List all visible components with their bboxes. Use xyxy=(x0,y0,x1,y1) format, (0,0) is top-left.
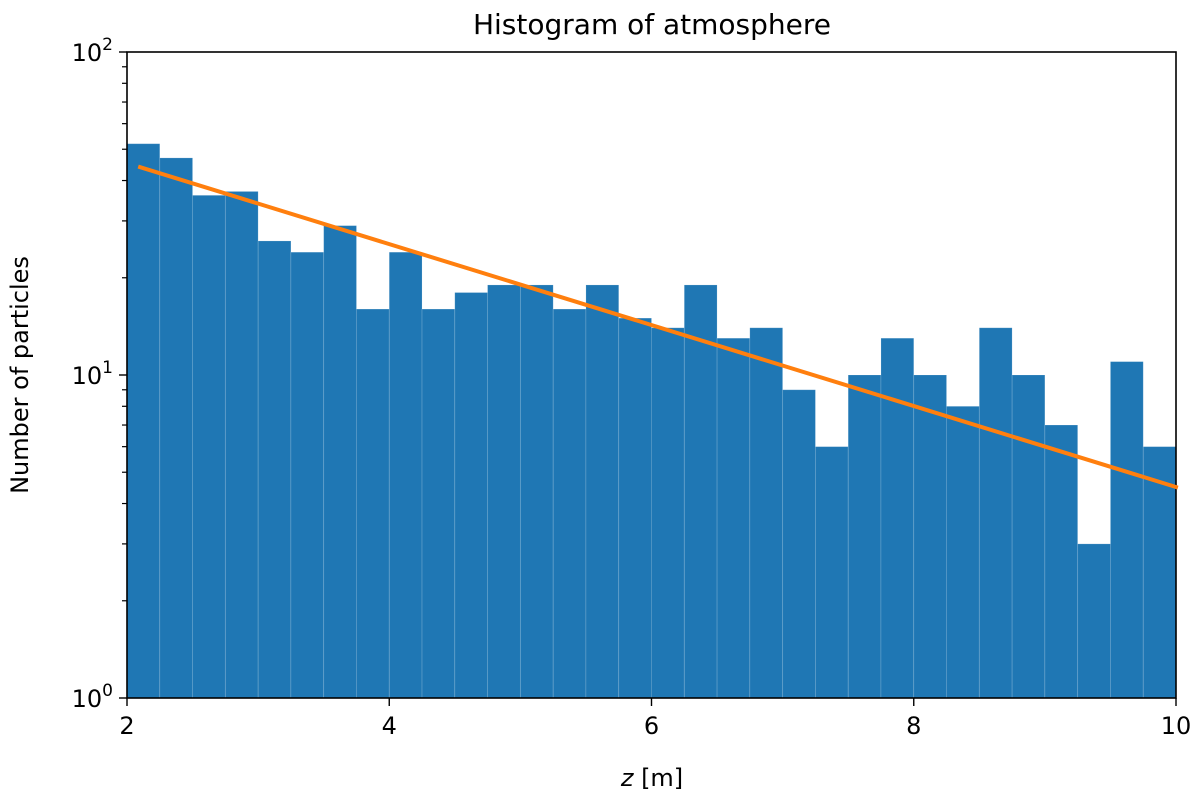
histogram-bar xyxy=(815,446,849,699)
histogram-bar xyxy=(1044,424,1079,699)
histogram-bar xyxy=(519,284,554,699)
plot-frame xyxy=(126,51,1177,699)
histogram-bar xyxy=(847,374,882,699)
fit-line xyxy=(137,164,1179,490)
histogram-bar xyxy=(1142,446,1177,699)
histogram-bar xyxy=(159,157,193,699)
histogram-bar xyxy=(651,327,685,699)
histogram-bar xyxy=(257,240,292,699)
histogram-bar xyxy=(618,317,652,699)
histogram-bar xyxy=(1011,374,1046,699)
histogram-bar xyxy=(1110,361,1144,699)
chart-title: Histogram of atmosphere xyxy=(473,8,831,41)
minor-ticks-layer xyxy=(122,66,127,602)
y-tick-exponent: 1 xyxy=(102,358,113,378)
histogram-bar xyxy=(585,284,620,699)
y-tick-exponent: 0 xyxy=(102,681,113,701)
histogram-bar xyxy=(1077,543,1111,699)
histogram-bar xyxy=(946,405,980,699)
histogram-bar xyxy=(913,374,947,699)
x-axis-unit: [m] xyxy=(641,764,683,792)
histogram-bar xyxy=(552,308,587,699)
y-tick-base: 10 xyxy=(72,362,103,390)
histogram-bar xyxy=(290,251,325,699)
x-tick-label: 10 xyxy=(1161,712,1192,740)
histogram-bar xyxy=(978,327,1013,699)
histogram-bar xyxy=(126,143,161,699)
y-tick-base: 10 xyxy=(72,39,103,67)
histogram-bar xyxy=(192,194,226,699)
y-tick-label: 100 xyxy=(72,681,113,713)
x-tick-label: 2 xyxy=(119,712,134,740)
y-tick-label: 102 xyxy=(72,35,113,67)
x-axis-label: z [m] xyxy=(620,764,683,792)
histogram-bar xyxy=(716,337,751,699)
histogram-bar xyxy=(683,284,718,699)
histogram-bar xyxy=(880,337,915,699)
y-tick-base: 10 xyxy=(72,685,103,713)
histogram-bar xyxy=(323,225,357,699)
histogram-bar xyxy=(388,251,423,699)
bars-layer xyxy=(126,143,1177,699)
histogram-bar xyxy=(782,389,816,699)
x-tick-label: 6 xyxy=(644,712,659,740)
histogram-bar xyxy=(487,284,521,699)
histogram-bar xyxy=(224,191,259,699)
y-tick-exponent: 2 xyxy=(102,35,113,55)
histogram-bar xyxy=(421,308,456,699)
histogram-bar xyxy=(356,308,390,699)
x-tick-label: 4 xyxy=(382,712,397,740)
y-axis-label: Number of particles xyxy=(6,256,34,494)
y-tick-label: 101 xyxy=(72,358,113,390)
x-axis-variable: z xyxy=(620,764,635,792)
histogram-bar xyxy=(749,327,784,699)
histogram-bar xyxy=(454,292,488,699)
x-tick-label: 8 xyxy=(906,712,921,740)
